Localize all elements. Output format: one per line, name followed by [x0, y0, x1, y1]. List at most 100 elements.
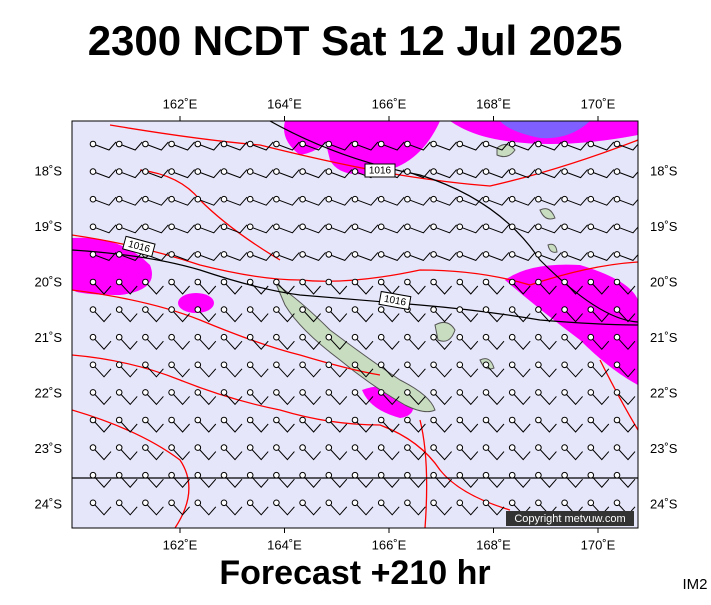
barb — [249, 474, 269, 488]
barb — [249, 419, 269, 433]
barb — [433, 502, 452, 516]
barb — [564, 141, 588, 151]
station — [168, 333, 175, 341]
station — [377, 251, 385, 258]
forecast-label: Forecast +210 hr — [219, 554, 490, 592]
station — [194, 278, 202, 286]
station — [482, 333, 490, 341]
barb — [328, 252, 353, 261]
station — [561, 333, 568, 341]
station — [273, 306, 280, 313]
station — [482, 306, 490, 313]
barb — [538, 392, 557, 406]
station — [456, 223, 464, 231]
barb — [302, 169, 326, 179]
barb — [302, 474, 321, 488]
barb — [485, 364, 505, 378]
barb — [92, 169, 117, 179]
station — [482, 389, 490, 396]
barb — [459, 252, 484, 261]
station — [456, 333, 464, 341]
barb — [223, 252, 248, 261]
station — [613, 195, 621, 203]
barb — [381, 141, 405, 151]
barb — [538, 309, 557, 323]
station — [325, 444, 333, 451]
station — [325, 251, 333, 258]
barb — [328, 309, 348, 323]
barb — [407, 447, 426, 461]
station — [456, 444, 464, 451]
barb — [354, 447, 374, 461]
barb — [145, 502, 164, 516]
station — [613, 416, 621, 424]
barb — [171, 502, 190, 516]
barb — [590, 224, 615, 234]
barb — [223, 196, 248, 206]
station — [142, 361, 149, 369]
barb — [171, 309, 190, 323]
barb — [223, 224, 248, 234]
barb — [459, 281, 479, 295]
station — [299, 416, 306, 424]
barb — [197, 141, 222, 151]
barb — [538, 474, 557, 488]
station — [613, 140, 621, 148]
lat-label: 21˚S — [35, 330, 63, 345]
barb — [485, 392, 505, 406]
station — [377, 444, 385, 451]
barb — [616, 447, 636, 461]
station — [115, 333, 123, 341]
station — [351, 223, 359, 231]
station — [508, 251, 516, 258]
station — [561, 361, 568, 369]
station — [613, 223, 621, 231]
station — [273, 251, 280, 258]
barb — [538, 169, 562, 179]
station — [508, 499, 516, 507]
lon-label: 168˚E — [476, 96, 511, 111]
barb — [223, 447, 243, 461]
station — [299, 251, 306, 258]
station — [535, 444, 542, 451]
barb — [302, 196, 326, 206]
barb — [145, 419, 164, 433]
station — [587, 223, 595, 231]
station — [89, 140, 97, 148]
barb — [328, 141, 353, 151]
station — [246, 223, 254, 231]
station — [299, 499, 306, 507]
barb — [485, 196, 510, 206]
barb — [145, 224, 169, 234]
station — [351, 416, 359, 424]
station — [456, 278, 464, 286]
barb — [564, 447, 583, 461]
barb — [459, 474, 479, 488]
barb — [433, 196, 457, 206]
barb — [197, 502, 217, 516]
title: 2300 NCDT Sat 12 Jul 2025 — [88, 17, 623, 64]
station — [299, 389, 306, 396]
barb — [276, 474, 295, 488]
station — [430, 195, 437, 203]
station — [142, 168, 149, 175]
station — [168, 306, 175, 313]
barb — [354, 252, 379, 261]
barb — [407, 336, 426, 350]
barb — [171, 419, 190, 433]
barb — [616, 336, 636, 350]
station — [613, 389, 621, 396]
station — [351, 140, 359, 148]
barb — [485, 224, 510, 234]
barb — [92, 474, 112, 488]
barb — [485, 252, 510, 261]
station — [482, 471, 490, 479]
station — [273, 195, 280, 203]
barb — [354, 392, 374, 406]
station — [377, 278, 385, 286]
station — [351, 168, 359, 175]
station — [456, 361, 464, 369]
station — [430, 389, 437, 396]
barb — [380, 309, 400, 323]
barb — [564, 336, 583, 350]
